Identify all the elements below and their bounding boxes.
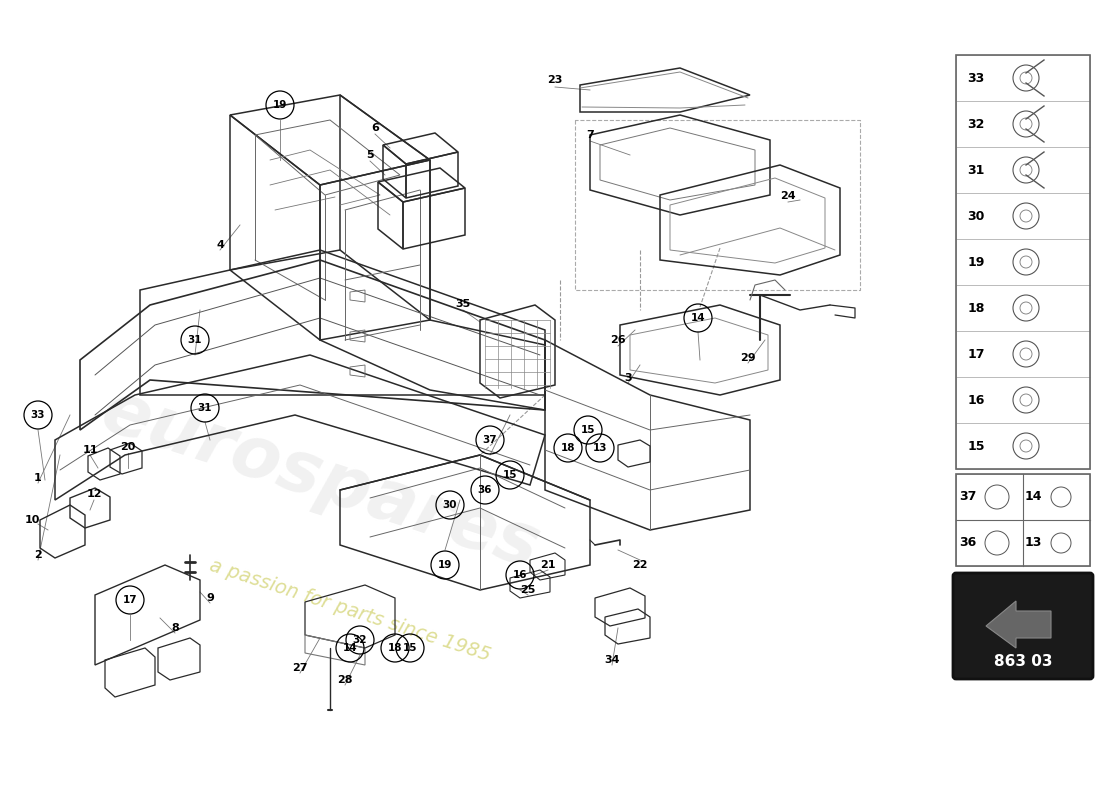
Text: 13: 13	[593, 443, 607, 453]
Text: 7: 7	[586, 130, 594, 140]
Text: 15: 15	[503, 470, 517, 480]
Text: 20: 20	[120, 442, 135, 452]
Text: 18: 18	[967, 302, 984, 314]
Bar	[956, 147, 1090, 193]
Text: 15: 15	[967, 439, 984, 453]
Text: 19: 19	[438, 560, 452, 570]
Text: 13: 13	[1024, 537, 1042, 550]
Bar	[956, 101, 1090, 147]
Bar	[956, 193, 1090, 239]
Bar	[956, 377, 1090, 423]
Text: 3: 3	[624, 373, 631, 383]
Bar	[956, 331, 1090, 377]
Text: 31: 31	[188, 335, 202, 345]
Text: 15: 15	[581, 425, 595, 435]
Text: 31: 31	[967, 163, 984, 177]
Text: 6: 6	[371, 123, 378, 133]
Text: 5: 5	[366, 150, 374, 160]
Text: 25: 25	[520, 585, 536, 595]
Bar	[956, 423, 1090, 469]
Text: 14: 14	[691, 313, 705, 323]
Text: 19: 19	[273, 100, 287, 110]
Bar	[956, 239, 1090, 285]
Text: 16: 16	[967, 394, 984, 406]
Bar	[956, 474, 1090, 566]
Text: 26: 26	[610, 335, 626, 345]
Text: 36: 36	[959, 537, 977, 550]
Text: 14: 14	[1024, 490, 1042, 503]
Text: eurospares: eurospares	[92, 377, 548, 583]
Text: 15: 15	[403, 643, 417, 653]
Text: 32: 32	[967, 118, 984, 130]
Text: 27: 27	[293, 663, 308, 673]
Bar	[1023, 520, 1090, 566]
Text: 30: 30	[442, 500, 458, 510]
Bar	[956, 55, 1090, 101]
Bar	[956, 474, 1023, 520]
Bar	[956, 520, 1023, 566]
Text: 10: 10	[24, 515, 40, 525]
Text: 35: 35	[455, 299, 471, 309]
Text: 19: 19	[967, 255, 984, 269]
Bar	[956, 55, 1090, 469]
Text: 8: 8	[172, 623, 179, 633]
Text: 34: 34	[604, 655, 619, 665]
Text: 17: 17	[967, 347, 984, 361]
Text: 22: 22	[632, 560, 648, 570]
Text: 37: 37	[959, 490, 977, 503]
Text: 29: 29	[740, 353, 756, 363]
Text: 33: 33	[31, 410, 45, 420]
Text: 18: 18	[561, 443, 575, 453]
Bar	[956, 285, 1090, 331]
FancyBboxPatch shape	[953, 573, 1093, 679]
Text: 32: 32	[353, 635, 367, 645]
Text: 33: 33	[967, 71, 984, 85]
Text: 11: 11	[82, 445, 98, 455]
Text: 1: 1	[34, 473, 42, 483]
Text: 14: 14	[343, 643, 358, 653]
Text: 9: 9	[206, 593, 213, 603]
Text: 23: 23	[548, 75, 563, 85]
Text: 28: 28	[338, 675, 353, 685]
Text: 18: 18	[387, 643, 403, 653]
Text: 37: 37	[483, 435, 497, 445]
Text: 24: 24	[780, 191, 795, 201]
Bar	[1023, 474, 1090, 520]
Polygon shape	[986, 601, 1050, 648]
Text: 4: 4	[216, 240, 224, 250]
Text: 36: 36	[477, 485, 493, 495]
Text: 30: 30	[967, 210, 984, 222]
Text: 16: 16	[513, 570, 527, 580]
Text: 12: 12	[86, 489, 101, 499]
Text: 17: 17	[123, 595, 138, 605]
Text: 863 03: 863 03	[993, 654, 1053, 669]
Text: 31: 31	[198, 403, 212, 413]
Text: 21: 21	[540, 560, 556, 570]
Text: 2: 2	[34, 550, 42, 560]
Text: a passion for parts since 1985: a passion for parts since 1985	[207, 555, 493, 665]
